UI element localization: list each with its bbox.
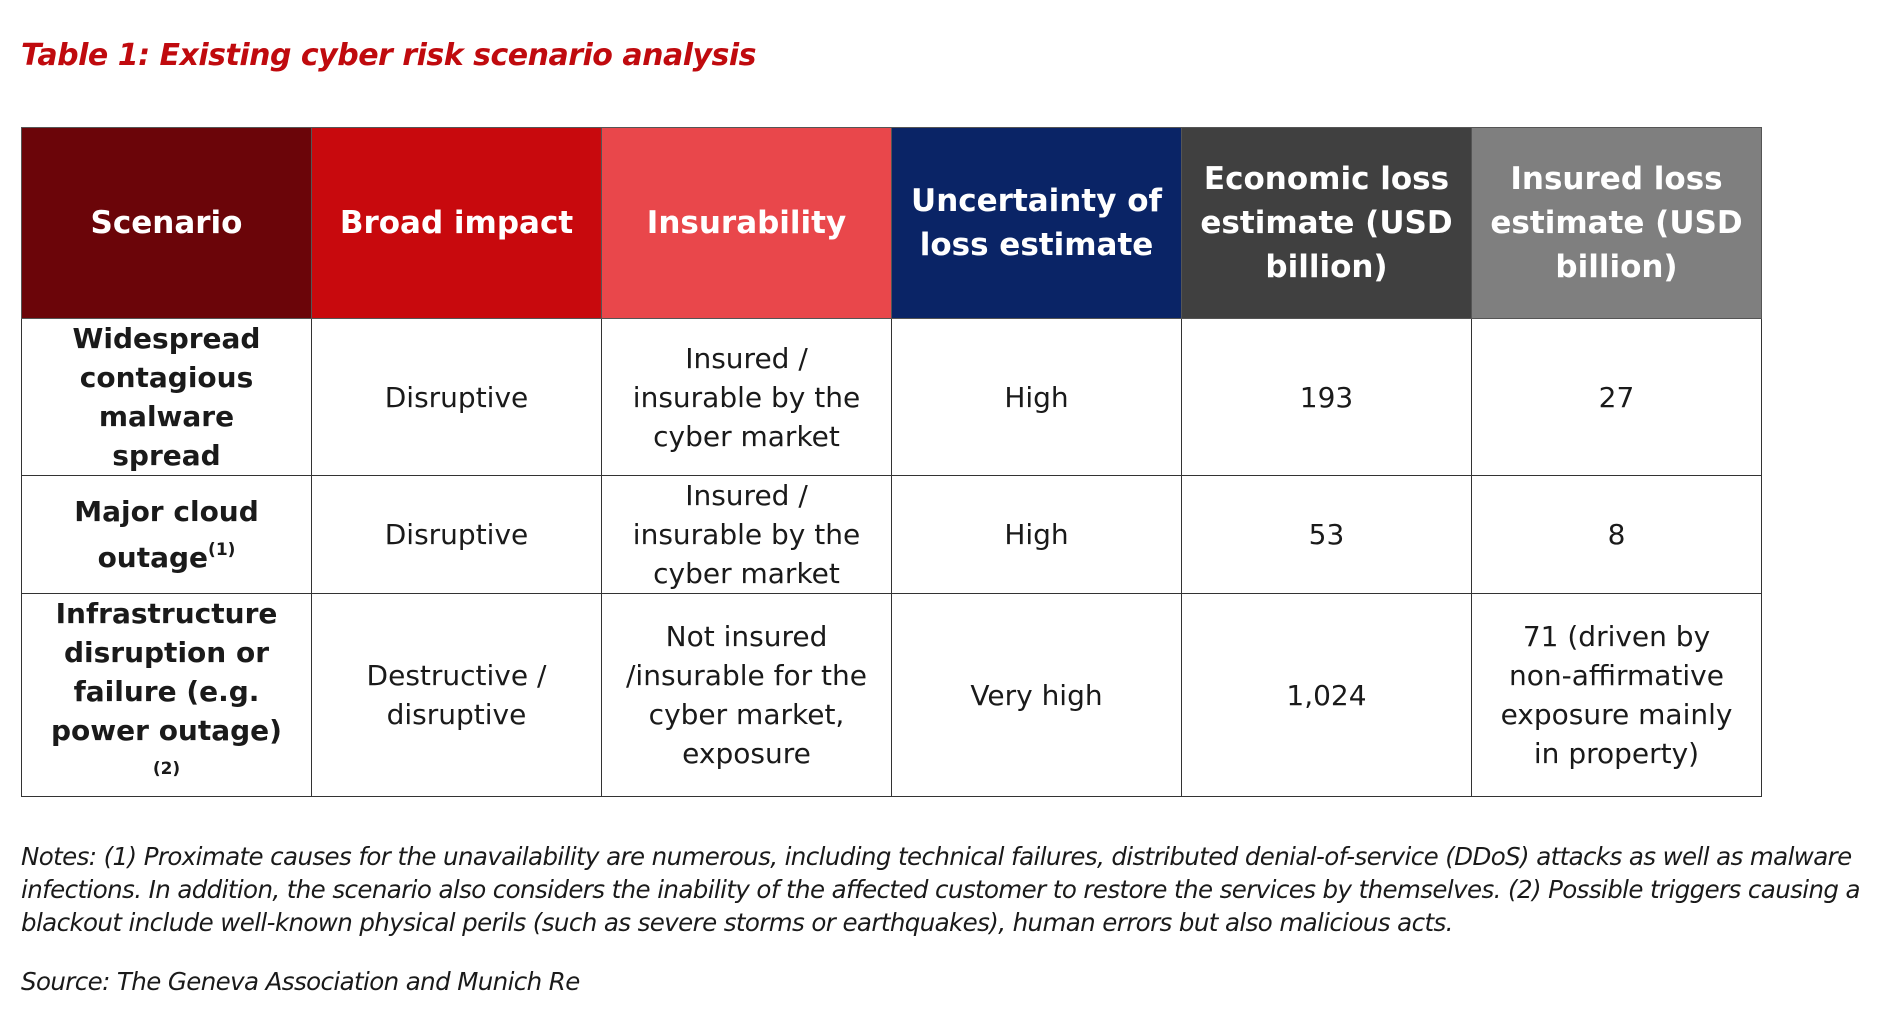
- header-row: Scenario Broad impact Insurability Uncer…: [21, 127, 1762, 319]
- table-cell: Not insured /insurable for the cyber mar…: [601, 593, 892, 797]
- table-title: Table 1: Existing cyber risk scenario an…: [21, 38, 757, 73]
- table-cell: High: [891, 318, 1182, 476]
- source: Source: The Geneva Association and Munic…: [21, 967, 580, 996]
- header-cell: Scenario: [21, 127, 312, 319]
- scenario-cell: Major cloud outage(1): [21, 475, 312, 594]
- notes: Notes: (1) Proximate causes for the unav…: [21, 842, 1861, 937]
- table-cell: Very high: [891, 593, 1182, 797]
- table-cell: 71 (driven by non-affirmative exposure m…: [1471, 593, 1762, 797]
- table-cell: Disruptive: [311, 318, 602, 476]
- header-cell: Broad impact: [311, 127, 602, 319]
- scenario-cell: Infrastructure disruption or failure (e.…: [21, 593, 312, 797]
- table-cell: Insured / insurable by the cyber market: [601, 318, 892, 476]
- table-cell: 27: [1471, 318, 1762, 476]
- table-cell: Destructive / disruptive: [311, 593, 602, 797]
- header-cell: Economic loss estimate (USD billion): [1181, 127, 1472, 319]
- scenario-name: Major cloud outage: [74, 495, 259, 574]
- table-body: Widespread contagious malware spread Disr…: [21, 318, 1762, 797]
- header-cell: Insurability: [601, 127, 892, 319]
- footnote-ref: (2): [152, 759, 181, 779]
- scenario-name: Widespread contagious malware spread: [72, 322, 261, 472]
- table: Scenario Broad impact Insurability Uncer…: [21, 127, 1762, 797]
- scenario-name: Infrastructure disruption or failure (e.…: [51, 597, 282, 747]
- header-cell: Uncertainty of loss estimate: [891, 127, 1182, 319]
- footnote-ref: (1): [208, 540, 236, 560]
- header-cell: Insured loss estimate (USD billion): [1471, 127, 1762, 319]
- table-row: Major cloud outage(1) Disruptive Insured /…: [21, 475, 1762, 594]
- table-cell: 8: [1471, 475, 1762, 594]
- table-cell: 1,024: [1181, 593, 1472, 797]
- table-cell: 53: [1181, 475, 1472, 594]
- table-row: Widespread contagious malware spread Disr…: [21, 318, 1762, 476]
- table-cell: Disruptive: [311, 475, 602, 594]
- table-cell: 193: [1181, 318, 1472, 476]
- scenario-cell: Widespread contagious malware spread: [21, 318, 312, 476]
- table-row: Infrastructure disruption or failure (e.…: [21, 593, 1762, 797]
- table-cell: Insured / insurable by the cyber market: [601, 475, 892, 594]
- table-cell: High: [891, 475, 1182, 594]
